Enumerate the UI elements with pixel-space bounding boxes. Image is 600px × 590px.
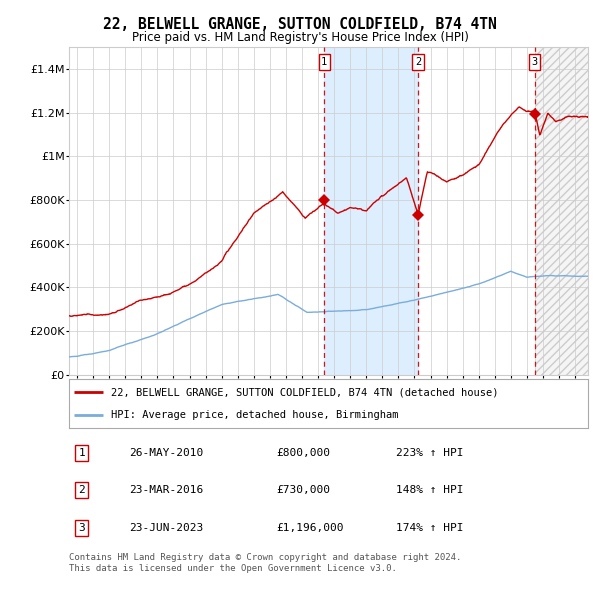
Text: 26-MAY-2010: 26-MAY-2010 (128, 448, 203, 458)
Text: 22, BELWELL GRANGE, SUTTON COLDFIELD, B74 4TN: 22, BELWELL GRANGE, SUTTON COLDFIELD, B7… (103, 17, 497, 31)
Text: 3: 3 (532, 57, 538, 67)
Text: 1: 1 (321, 57, 328, 67)
Bar (535, 47, 588, 375)
Text: 1: 1 (79, 448, 85, 458)
Text: 2: 2 (415, 57, 421, 67)
Text: 223% ↑ HPI: 223% ↑ HPI (396, 448, 463, 458)
Text: 23-MAR-2016: 23-MAR-2016 (128, 485, 203, 495)
Text: 23-JUN-2023: 23-JUN-2023 (128, 523, 203, 533)
Text: Contains HM Land Registry data © Crown copyright and database right 2024.
This d: Contains HM Land Registry data © Crown c… (69, 553, 461, 573)
Bar (325, 47, 418, 375)
Text: £730,000: £730,000 (277, 485, 331, 495)
Text: £1,196,000: £1,196,000 (277, 523, 344, 533)
Text: 148% ↑ HPI: 148% ↑ HPI (396, 485, 463, 495)
Text: HPI: Average price, detached house, Birmingham: HPI: Average price, detached house, Birm… (110, 409, 398, 419)
Text: 174% ↑ HPI: 174% ↑ HPI (396, 523, 463, 533)
Text: 22, BELWELL GRANGE, SUTTON COLDFIELD, B74 4TN (detached house): 22, BELWELL GRANGE, SUTTON COLDFIELD, B7… (110, 388, 498, 398)
Text: £800,000: £800,000 (277, 448, 331, 458)
Text: 3: 3 (79, 523, 85, 533)
Text: 2: 2 (79, 485, 85, 495)
Text: Price paid vs. HM Land Registry's House Price Index (HPI): Price paid vs. HM Land Registry's House … (131, 31, 469, 44)
